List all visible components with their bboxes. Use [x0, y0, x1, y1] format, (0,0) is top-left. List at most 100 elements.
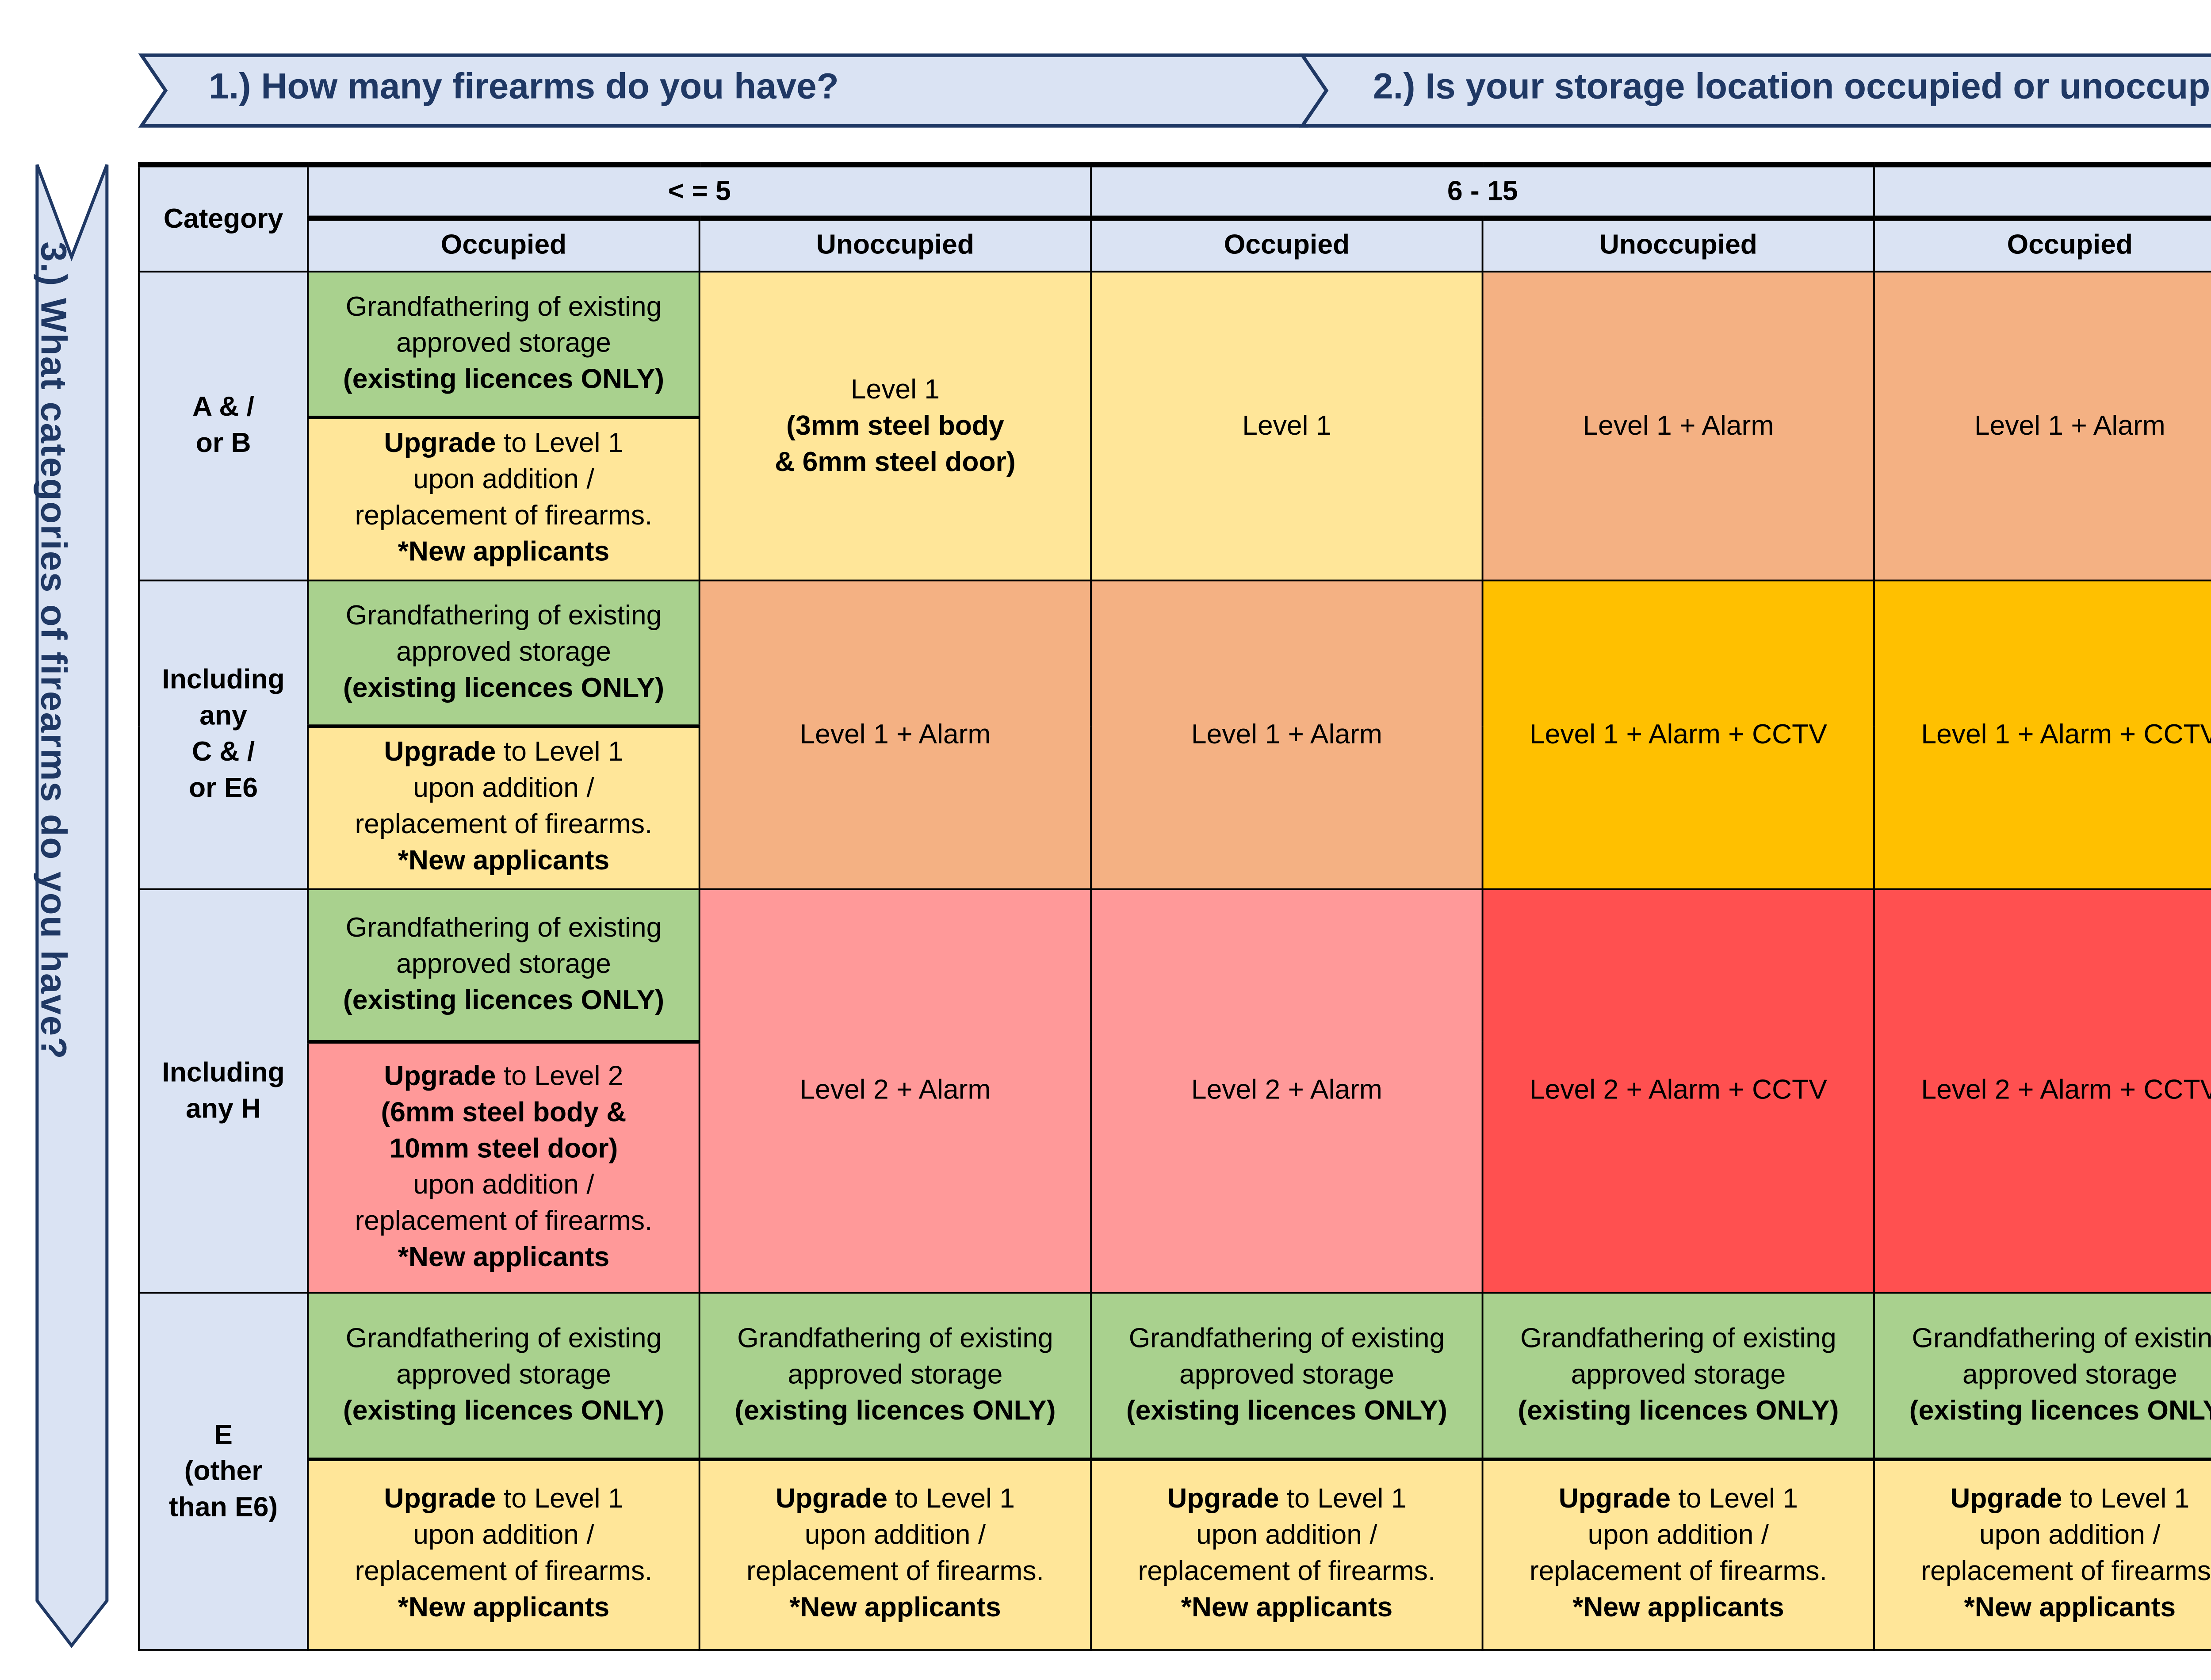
- upgrade-rest: to Level 1: [496, 739, 624, 768]
- occupancy-header: Unoccupied: [1481, 215, 1875, 273]
- upgrade-bold: Upgrade: [384, 430, 496, 459]
- upgrade-rest: to Level 1: [887, 1485, 1015, 1515]
- cell-line: upon addition /: [413, 1522, 594, 1551]
- step2-chevron: 2.) Is your storage location occupied or…: [1299, 52, 2211, 130]
- upgrade-cell: Upgrade to Level 1 upon addition / repla…: [307, 1457, 700, 1651]
- cell-line: Grandfathering of existing: [345, 914, 662, 943]
- cell-line: & 6mm steel door): [775, 448, 1016, 477]
- requirement-cell: Level 2 + Alarm: [698, 888, 1092, 1294]
- cell-line: Upgrade to Level 1: [1882, 1482, 2211, 1519]
- upgrade-cell: Upgrade to Level 1 upon addition / repla…: [307, 415, 700, 582]
- cell-line: approved storage: [1962, 1360, 2177, 1390]
- category-line: A & /: [192, 393, 255, 423]
- cell-line: (6mm steel body &: [381, 1098, 627, 1128]
- cell-line: replacement of firearms.: [355, 502, 653, 532]
- header-row-occupancy: Occupied Unoccupied Occupied Unoccupied …: [139, 215, 2211, 273]
- cell-line: (existing licences ONLY): [1518, 1397, 1839, 1426]
- requirement-cell: Level 2 + Alarm: [1090, 888, 1484, 1294]
- cell-line: Grandfathering of existing: [737, 1324, 1053, 1354]
- upgrade-rest: to Level 1: [496, 430, 624, 459]
- category-line: any: [199, 702, 247, 731]
- cell-line: *New applicants: [1181, 1594, 1393, 1624]
- upgrade-cell: Upgrade to Level 1 upon addition / repla…: [1090, 1457, 1484, 1651]
- cell-line: (existing licences ONLY): [1909, 1397, 2211, 1426]
- grandfather-cell: Grandfathering of existing approved stor…: [307, 1292, 700, 1459]
- requirement-cell: Level 1 + Alarm: [698, 579, 1092, 890]
- table-row: Upgrade to Level 1 upon addition / repla…: [139, 415, 2211, 582]
- upgrade-bold: Upgrade: [775, 1485, 888, 1515]
- cell-line: approved storage: [788, 1360, 1003, 1390]
- table-row: Upgrade to Level 2 (6mm steel body & 10m…: [139, 1039, 2211, 1294]
- cell-line: Grandfathering of existing: [1912, 1324, 2211, 1354]
- cell-line: (existing licences ONLY): [343, 986, 664, 1016]
- grandfather-cell: Grandfathering of existing approved stor…: [1090, 1292, 1484, 1459]
- occupancy-header: Occupied: [307, 215, 700, 273]
- cell-line: approved storage: [396, 950, 611, 980]
- cell-line: *New applicants: [398, 1243, 610, 1273]
- cell-line: replacement of firearms.: [355, 1207, 653, 1236]
- upgrade-bold: Upgrade: [384, 739, 496, 768]
- table-row: Upgrade to Level 1 upon addition / repla…: [139, 723, 2211, 890]
- upgrade-cell: Upgrade to Level 1 upon addition / repla…: [307, 723, 700, 890]
- count-group-header: 6 - 15: [1090, 162, 1875, 219]
- cell-line: approved storage: [1571, 1360, 1786, 1390]
- requirement-cell: Level 1 + Alarm: [1873, 271, 2211, 582]
- step3-label: 3.) What categories of firearms do you h…: [33, 241, 73, 1060]
- cell-line: approved storage: [1179, 1360, 1394, 1390]
- upgrade-cell: Upgrade to Level 2 (6mm steel body & 10m…: [307, 1039, 700, 1294]
- count-group-header: 16 +: [1873, 162, 2211, 219]
- cell-line: upon addition /: [1979, 1522, 2161, 1551]
- upgrade-rest: to Level 2: [496, 1062, 624, 1092]
- category-line: than E6): [169, 1492, 278, 1523]
- table-row: Upgrade to Level 1 upon addition / repla…: [139, 1457, 2211, 1651]
- cell-line: (existing licences ONLY): [734, 1397, 1056, 1426]
- table-row: E (other than E6) Grandfathering of exis…: [138, 1292, 2211, 1651]
- cell-line: replacement of firearms.: [1138, 1558, 1436, 1588]
- header-row-counts: Category < = 5 6 - 15 16 +: [138, 162, 2211, 273]
- cell-line: *New applicants: [789, 1594, 1001, 1624]
- requirement-cell: Level 1 + Alarm: [1481, 271, 1875, 582]
- cell-line: Grandfathering of existing: [1520, 1324, 1836, 1354]
- table-row: Including any H Grandfathering of existi…: [138, 888, 2211, 1294]
- cell-line: approved storage: [396, 1360, 611, 1390]
- cell-line: replacement of firearms.: [1921, 1558, 2211, 1588]
- grandfather-cell: Grandfathering of existing approved stor…: [307, 579, 700, 727]
- category-label: A & / or B: [138, 271, 309, 582]
- cell-line: upon addition /: [413, 466, 594, 496]
- step3-chevron: [34, 162, 111, 1649]
- table-row: Including any C & / or E6 Grandfathering…: [138, 579, 2211, 890]
- cell-line: Upgrade to Level 1: [1490, 1482, 1866, 1519]
- requirement-cell: Level 1 + Alarm: [1090, 579, 1484, 890]
- count-group-header: < = 5: [307, 162, 1092, 219]
- upgrade-cell: Upgrade to Level 1 upon addition / repla…: [1481, 1457, 1875, 1651]
- cell-line: upon addition /: [413, 1171, 594, 1200]
- cell-line: Upgrade to Level 1: [316, 1482, 692, 1519]
- cell-line: (3mm steel body: [786, 411, 1004, 441]
- cell-line: Grandfathering of existing: [345, 1324, 662, 1354]
- cell-line: Level 1: [850, 375, 940, 405]
- grandfather-cell: Grandfathering of existing approved stor…: [698, 1292, 1092, 1459]
- cell-line: approved storage: [396, 638, 611, 667]
- cell-line: (existing licences ONLY): [343, 674, 664, 704]
- cell-line: Upgrade to Level 2: [316, 1059, 692, 1095]
- cell-line: Upgrade to Level 1: [1099, 1482, 1475, 1519]
- category-line: or E6: [189, 774, 258, 804]
- cell-line: *New applicants: [1964, 1594, 2176, 1624]
- cell-line: Grandfathering of existing: [345, 601, 662, 631]
- category-line: (other: [184, 1457, 263, 1486]
- category-line: any H: [186, 1094, 261, 1124]
- cell-line: replacement of firearms.: [355, 811, 653, 841]
- cell-line: replacement of firearms.: [355, 1558, 653, 1588]
- grandfather-cell: Grandfathering of existing approved stor…: [1873, 1292, 2211, 1459]
- requirement-cell: Level 2 + Alarm + CCTV: [1481, 888, 1875, 1294]
- cell-line: *New applicants: [398, 1594, 610, 1624]
- upgrade-cell: Upgrade to Level 1 upon addition / repla…: [1873, 1457, 2211, 1651]
- cell-line: upon addition /: [413, 775, 594, 804]
- category-label: Including any C & / or E6: [138, 579, 309, 890]
- upgrade-bold: Upgrade: [1558, 1485, 1671, 1515]
- occupancy-header: Occupied: [1873, 215, 2211, 273]
- cell-line: approved storage: [396, 329, 611, 359]
- occupancy-header: Occupied: [1090, 215, 1484, 273]
- chevron-arrow-icon: [1299, 53, 2211, 128]
